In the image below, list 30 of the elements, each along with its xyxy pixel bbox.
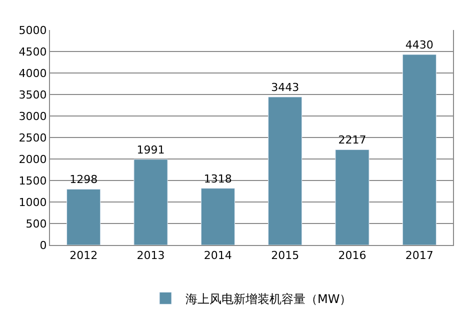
bar <box>134 159 168 245</box>
bar <box>66 188 101 245</box>
x-tick-label: 2016 <box>338 249 366 262</box>
x-tick-label: 2012 <box>70 249 98 262</box>
data-label: 4430 <box>405 38 434 52</box>
data-label: 3443 <box>271 80 300 94</box>
data-label: 1298 <box>70 173 98 186</box>
legend-label: 海上风电新增装机容量（MW） <box>186 292 352 306</box>
y-tick-label: 1000 <box>18 196 47 209</box>
data-label: 1318 <box>204 172 232 186</box>
bar <box>335 149 370 245</box>
data-label: 1991 <box>136 143 165 156</box>
y-tick-label: 3500 <box>18 88 47 102</box>
y-tick-label: 4000 <box>18 66 47 80</box>
x-tick-label: 2015 <box>271 249 300 262</box>
y-tick-label: 0 <box>40 238 47 252</box>
bar <box>402 54 436 245</box>
y-tick-label: 2500 <box>18 131 47 144</box>
x-tick-label: 2014 <box>204 249 232 262</box>
y-tick-label: 500 <box>26 217 47 230</box>
y-tick-label: 1500 <box>18 174 47 188</box>
y-tick-label: 3000 <box>18 110 47 123</box>
y-tick-label: 4500 <box>18 45 47 58</box>
x-tick-label: 2013 <box>136 249 165 262</box>
y-tick-label: 2000 <box>18 152 47 166</box>
x-tick-label: 2017 <box>405 249 434 262</box>
bar <box>200 188 235 245</box>
data-label: 2217 <box>338 134 366 147</box>
y-tick-label: 5000 <box>18 24 47 37</box>
bar <box>268 96 302 245</box>
